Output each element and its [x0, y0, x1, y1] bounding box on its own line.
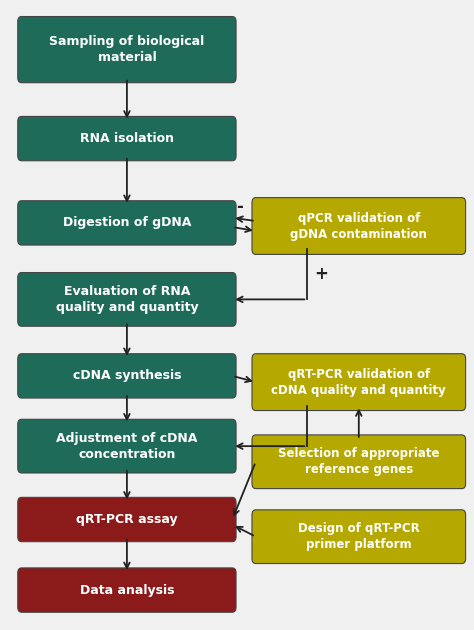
Text: +: +	[314, 265, 328, 284]
FancyBboxPatch shape	[18, 497, 236, 542]
FancyBboxPatch shape	[18, 353, 236, 398]
Text: Sampling of biological
material: Sampling of biological material	[49, 35, 205, 64]
FancyBboxPatch shape	[18, 117, 236, 161]
Text: qRT-PCR validation of
cDNA quality and quantity: qRT-PCR validation of cDNA quality and q…	[272, 368, 446, 397]
FancyBboxPatch shape	[18, 273, 236, 326]
FancyBboxPatch shape	[18, 420, 236, 473]
Text: Design of qRT-PCR
primer platform: Design of qRT-PCR primer platform	[298, 522, 419, 551]
FancyBboxPatch shape	[252, 510, 465, 563]
Text: Evaluation of RNA
quality and quantity: Evaluation of RNA quality and quantity	[55, 285, 198, 314]
Text: Adjustment of cDNA
concentration: Adjustment of cDNA concentration	[56, 432, 198, 461]
FancyBboxPatch shape	[18, 201, 236, 245]
Text: Digestion of gDNA: Digestion of gDNA	[63, 216, 191, 229]
FancyBboxPatch shape	[252, 435, 465, 489]
Text: RNA isolation: RNA isolation	[80, 132, 174, 145]
Text: Data analysis: Data analysis	[80, 583, 174, 597]
Text: qRT-PCR assay: qRT-PCR assay	[76, 513, 178, 526]
FancyBboxPatch shape	[252, 353, 465, 411]
FancyBboxPatch shape	[252, 198, 465, 255]
Text: Selection of appropriate
reference genes: Selection of appropriate reference genes	[278, 447, 439, 476]
FancyBboxPatch shape	[18, 16, 236, 83]
Text: cDNA synthesis: cDNA synthesis	[73, 369, 181, 382]
FancyBboxPatch shape	[18, 568, 236, 612]
Text: -: -	[236, 198, 243, 216]
Text: qPCR validation of
gDNA contamination: qPCR validation of gDNA contamination	[291, 212, 427, 241]
